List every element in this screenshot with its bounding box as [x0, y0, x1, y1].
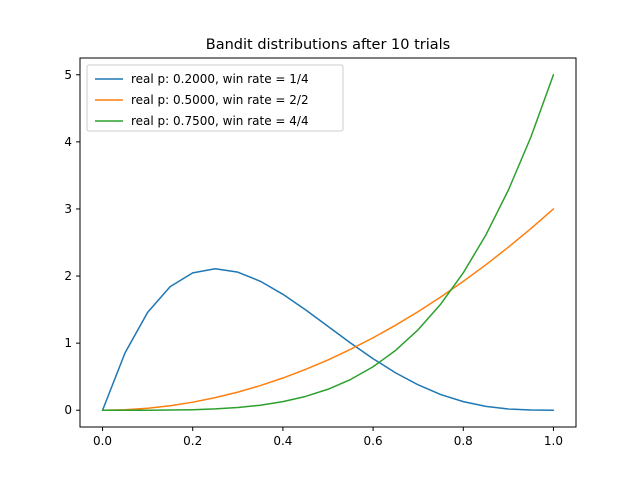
legend-label: real p: 0.7500, win rate = 4/4 — [131, 114, 309, 128]
y-tick-label: 1 — [64, 336, 72, 350]
series-line-1 — [101, 267, 555, 411]
y-tick-label: 0 — [64, 403, 72, 417]
chart-title: Bandit distributions after 10 trials — [206, 37, 450, 53]
x-tick-label: 0.4 — [273, 434, 292, 448]
x-axis: 0.0 0.2 0.4 0.6 0.8 1.0 — [93, 427, 563, 448]
series-line-2 — [101, 208, 555, 411]
x-tick-label: 0.2 — [183, 434, 202, 448]
x-tick-label: 0.6 — [364, 434, 383, 448]
y-tick-label: 2 — [64, 269, 72, 283]
y-tick-label: 5 — [64, 68, 72, 82]
legend-box — [86, 64, 344, 132]
legend-label: real p: 0.5000, win rate = 2/2 — [131, 93, 309, 107]
x-tick-label: 0.8 — [454, 434, 473, 448]
plot-frame — [79, 57, 577, 428]
x-tick-label: 1.0 — [544, 434, 563, 448]
y-tick-label: 4 — [64, 135, 72, 149]
legend-label: real p: 0.2000, win rate = 1/4 — [131, 72, 309, 86]
y-tick-label: 3 — [64, 202, 72, 216]
series-line-3 — [101, 74, 555, 411]
x-tick-label: 0.0 — [93, 434, 112, 448]
y-axis: 0 1 2 3 4 5 — [64, 68, 80, 417]
series-layer — [101, 74, 555, 411]
legend: real p: 0.2000, win rate = 1/4 real p: 0.… — [86, 64, 344, 132]
